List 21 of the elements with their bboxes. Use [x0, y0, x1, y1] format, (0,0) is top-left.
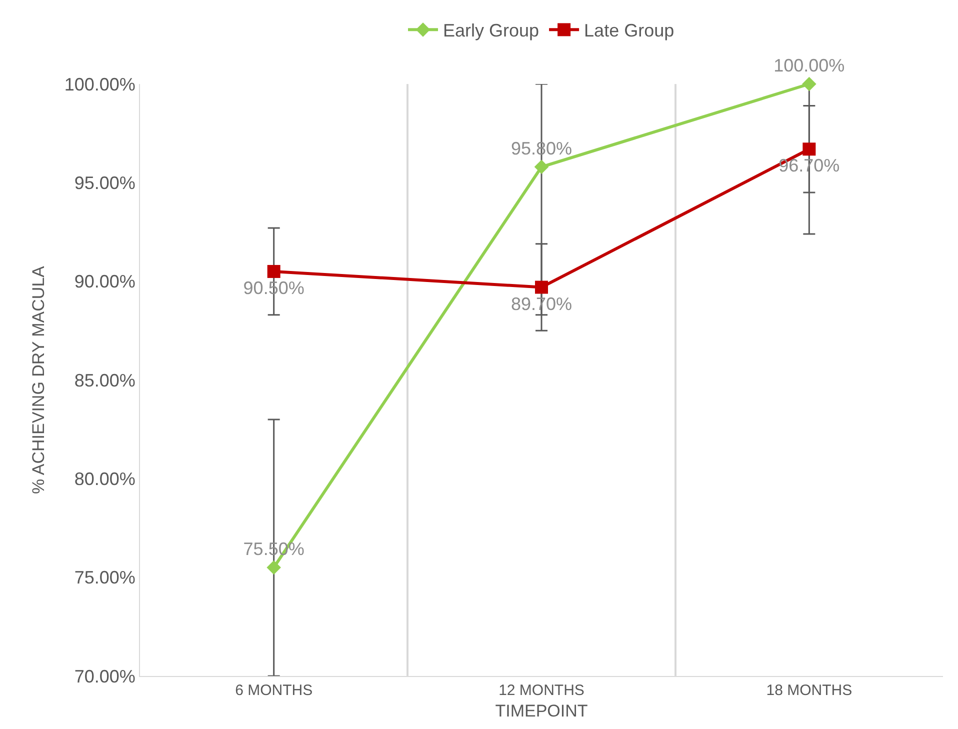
y-tick-label: 90.00% — [74, 272, 136, 292]
x-tick-label: 12 MONTHS — [498, 682, 584, 699]
point — [802, 76, 816, 92]
point — [534, 160, 549, 174]
x-tick-label: 18 MONTHS — [766, 682, 852, 699]
x-tick-label: 6 MONTHS — [235, 682, 313, 699]
y-tick-label: 100.00% — [64, 74, 136, 94]
point — [802, 142, 816, 156]
y-tick-label: 70.00% — [74, 666, 136, 686]
y-tick-label: 75.00% — [74, 568, 136, 588]
point — [535, 280, 548, 294]
y-tick-label: 95.00% — [74, 172, 136, 193]
y-axis-title: % ACHIEVING DRY MACULA — [28, 265, 48, 494]
legend-label: Early Group — [443, 20, 540, 41]
point — [267, 264, 280, 278]
y-tick-label: 85.00% — [74, 370, 136, 390]
legend-label: Late Group — [584, 20, 674, 41]
y-tick-label: 80.00% — [74, 468, 136, 489]
data-label: 100.00% — [774, 56, 845, 76]
x-axis-title: TIMEPOINT — [495, 701, 588, 720]
point — [266, 560, 281, 575]
